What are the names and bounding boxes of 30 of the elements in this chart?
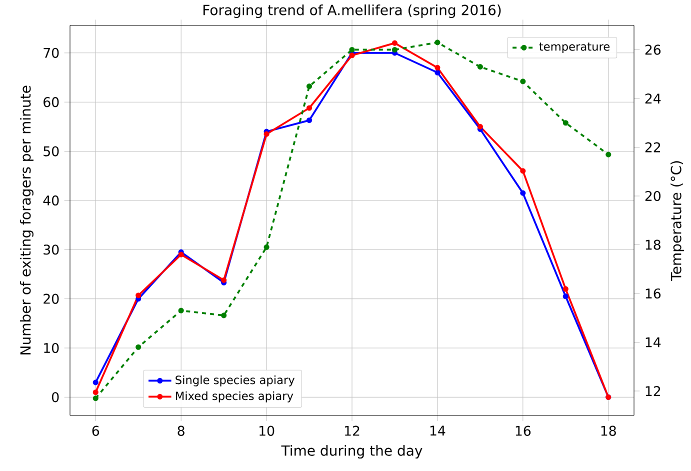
y-tick-label: 20 bbox=[44, 294, 59, 304]
y-tick-label: 40 bbox=[43, 195, 59, 206]
chart-title: Foraging trend of A.mellifera (spring 2016) bbox=[204, 4, 501, 18]
y-tick-label: 70 bbox=[44, 48, 59, 58]
y2-tick-label: 22 bbox=[645, 142, 660, 152]
x-tick-label: 8 bbox=[178, 426, 184, 436]
y-axis-title: Number of exiting foragers per minute bbox=[20, 86, 34, 354]
y2-tick-label: 18 bbox=[646, 240, 660, 250]
y-tick-label: 60 bbox=[44, 96, 59, 107]
y2-tick-label: 20 bbox=[645, 190, 661, 201]
x-tick-label: 6 bbox=[92, 426, 100, 436]
x-tick-label: 12 bbox=[344, 426, 360, 436]
x-tick-label: 16 bbox=[516, 426, 531, 436]
x-tick-label: 18 bbox=[601, 426, 616, 436]
x-axis-title: Time during the day bbox=[281, 444, 422, 458]
y2-tick-label: 14 bbox=[646, 337, 661, 347]
y2-tick-label: 12 bbox=[646, 386, 660, 396]
y2-axis-title: Temperature (°C) bbox=[670, 160, 684, 281]
y-tick-label: 30 bbox=[44, 244, 59, 254]
y-tick-label: 10 bbox=[44, 342, 59, 353]
y-tick-label: 0 bbox=[52, 392, 59, 402]
legend-label: Mixed species apiary bbox=[176, 391, 294, 402]
y-tick-label: 50 bbox=[44, 146, 59, 156]
x-tick-label: 10 bbox=[260, 426, 274, 436]
legend-label: Single species apiary bbox=[176, 375, 295, 386]
y2-tick-label: 26 bbox=[645, 44, 661, 55]
y2-tick-label: 24 bbox=[645, 93, 661, 104]
legend-label: temperature bbox=[539, 42, 610, 53]
y2-tick-label: 16 bbox=[646, 288, 661, 298]
x-tick-label: 14 bbox=[430, 426, 446, 436]
